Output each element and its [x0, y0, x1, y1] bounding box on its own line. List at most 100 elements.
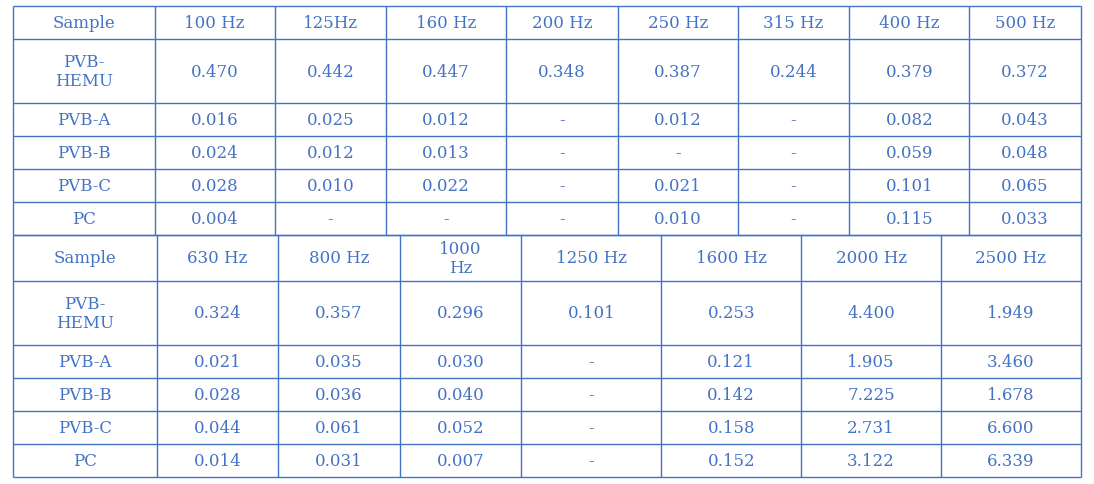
Text: -: - [675, 145, 680, 162]
Text: -: - [791, 211, 796, 227]
Text: 0.036: 0.036 [315, 386, 363, 403]
Text: 0.059: 0.059 [885, 145, 933, 162]
Text: 0.447: 0.447 [422, 63, 470, 80]
Text: 4.400: 4.400 [847, 305, 895, 322]
Text: 2000 Hz: 2000 Hz [836, 250, 907, 267]
Text: 0.010: 0.010 [306, 178, 354, 195]
Text: 800 Hz: 800 Hz [309, 250, 370, 267]
Text: 160 Hz: 160 Hz [416, 15, 476, 32]
Text: 0.012: 0.012 [422, 112, 470, 129]
Text: 0.142: 0.142 [708, 386, 755, 403]
Text: -: - [589, 386, 594, 403]
Text: 3.122: 3.122 [847, 452, 895, 469]
Text: 0.158: 0.158 [708, 419, 755, 436]
Text: PVB-B: PVB-B [57, 145, 110, 162]
Text: 0.244: 0.244 [770, 63, 817, 80]
Text: 0.043: 0.043 [1001, 112, 1049, 129]
Text: 0.004: 0.004 [190, 211, 238, 227]
Text: 0.021: 0.021 [654, 178, 701, 195]
Text: 7.225: 7.225 [847, 386, 895, 403]
Text: 0.013: 0.013 [422, 145, 470, 162]
Text: PVB-C: PVB-C [57, 178, 110, 195]
Text: 0.010: 0.010 [654, 211, 701, 227]
Text: -: - [589, 419, 594, 436]
Text: 0.296: 0.296 [437, 305, 485, 322]
Text: 0.007: 0.007 [437, 452, 485, 469]
Text: 0.031: 0.031 [315, 452, 363, 469]
Text: 0.348: 0.348 [538, 63, 586, 80]
Text: 1.678: 1.678 [987, 386, 1035, 403]
Text: 0.024: 0.024 [190, 145, 238, 162]
Text: 0.044: 0.044 [194, 419, 242, 436]
Text: 0.253: 0.253 [708, 305, 755, 322]
Text: 1.949: 1.949 [987, 305, 1035, 322]
Text: -: - [791, 112, 796, 129]
Text: 0.033: 0.033 [1001, 211, 1049, 227]
Text: 0.115: 0.115 [885, 211, 933, 227]
Text: PVB-
HEMU: PVB- HEMU [56, 295, 114, 332]
Text: 0.061: 0.061 [315, 419, 363, 436]
Text: PVB-B: PVB-B [58, 386, 112, 403]
Text: 0.048: 0.048 [1001, 145, 1049, 162]
Text: 630 Hz: 630 Hz [187, 250, 247, 267]
Text: 0.040: 0.040 [437, 386, 485, 403]
Text: 0.030: 0.030 [437, 353, 485, 370]
Text: -: - [559, 112, 565, 129]
Text: -: - [791, 178, 796, 195]
Text: PVB-A: PVB-A [57, 112, 110, 129]
Text: 125Hz: 125Hz [303, 15, 358, 32]
Text: PVB-
HEMU: PVB- HEMU [55, 54, 113, 90]
Text: 0.152: 0.152 [708, 452, 755, 469]
Text: 0.014: 0.014 [194, 452, 242, 469]
Text: 2.731: 2.731 [847, 419, 895, 436]
Text: 0.379: 0.379 [885, 63, 933, 80]
Text: 1250 Hz: 1250 Hz [556, 250, 627, 267]
Text: 0.035: 0.035 [315, 353, 363, 370]
Text: 0.121: 0.121 [708, 353, 755, 370]
Text: 6.339: 6.339 [987, 452, 1035, 469]
Text: -: - [589, 452, 594, 469]
Text: -: - [589, 353, 594, 370]
Text: 0.442: 0.442 [306, 63, 354, 80]
Text: 0.052: 0.052 [437, 419, 485, 436]
Text: 0.012: 0.012 [306, 145, 354, 162]
Text: 0.022: 0.022 [422, 178, 470, 195]
Text: 200 Hz: 200 Hz [532, 15, 592, 32]
Text: 0.028: 0.028 [194, 386, 242, 403]
Text: 1600 Hz: 1600 Hz [696, 250, 767, 267]
Text: PVB-A: PVB-A [58, 353, 112, 370]
Text: 0.324: 0.324 [194, 305, 242, 322]
Text: 0.470: 0.470 [190, 63, 238, 80]
Text: 1000
Hz: 1000 Hz [440, 240, 481, 277]
Text: 400 Hz: 400 Hz [880, 15, 940, 32]
Text: 0.012: 0.012 [654, 112, 701, 129]
Text: PC: PC [72, 211, 96, 227]
Text: 0.025: 0.025 [306, 112, 354, 129]
Text: 500 Hz: 500 Hz [994, 15, 1056, 32]
Text: 6.600: 6.600 [987, 419, 1035, 436]
Text: -: - [559, 211, 565, 227]
Text: Sample: Sample [53, 15, 115, 32]
Text: 0.082: 0.082 [885, 112, 933, 129]
Text: -: - [791, 145, 796, 162]
Text: Sample: Sample [54, 250, 116, 267]
Text: 250 Hz: 250 Hz [648, 15, 708, 32]
Text: PVB-C: PVB-C [58, 419, 112, 436]
Text: 0.065: 0.065 [1001, 178, 1049, 195]
Text: 100 Hz: 100 Hz [185, 15, 245, 32]
Text: 0.372: 0.372 [1001, 63, 1049, 80]
Text: 0.021: 0.021 [194, 353, 242, 370]
Text: -: - [327, 211, 334, 227]
Text: 0.028: 0.028 [190, 178, 238, 195]
Text: -: - [559, 178, 565, 195]
Text: -: - [443, 211, 449, 227]
Text: PC: PC [73, 452, 96, 469]
Text: 0.387: 0.387 [654, 63, 701, 80]
Text: 0.101: 0.101 [885, 178, 933, 195]
Text: 0.101: 0.101 [568, 305, 615, 322]
Text: -: - [559, 145, 565, 162]
Text: 0.357: 0.357 [315, 305, 363, 322]
Text: 2500 Hz: 2500 Hz [976, 250, 1047, 267]
Text: 3.460: 3.460 [987, 353, 1035, 370]
Text: 315 Hz: 315 Hz [764, 15, 824, 32]
